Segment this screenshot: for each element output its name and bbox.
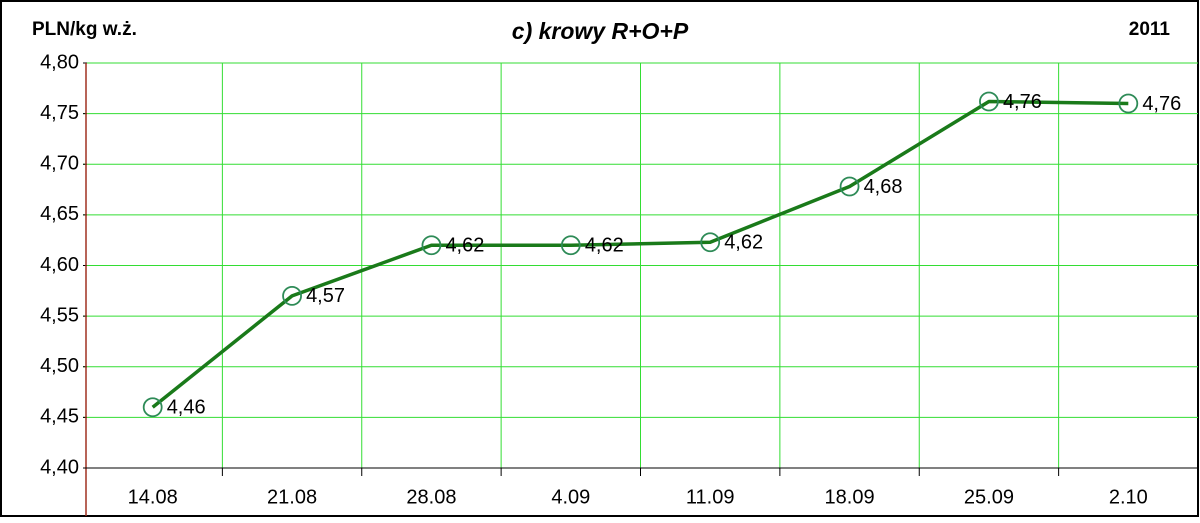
data-label: 4,62 [585,235,624,257]
y-tick-label: 4,70 [40,153,79,175]
data-label: 4,76 [1142,93,1181,115]
data-label: 4,62 [445,235,484,257]
y-tick-label: 4,50 [40,355,79,377]
data-label: 4,46 [167,397,206,419]
data-label: 4,68 [864,176,903,198]
data-label: 4,62 [724,231,763,253]
data-point [142,397,163,418]
data-point [560,235,581,256]
y-tick-label: 4,55 [40,304,79,326]
data-point [421,235,442,256]
data-point [1118,93,1139,114]
y-tick-label: 4,75 [40,102,79,124]
x-tick-label: 28.08 [406,486,456,508]
x-tick-label: 4.09 [551,486,590,508]
x-tick-label: 25.09 [964,486,1014,508]
data-label: 4,57 [306,285,345,307]
x-tick-label: 14.08 [128,486,178,508]
y-tick-label: 4,40 [40,456,79,478]
y-tick-label: 4,60 [40,254,79,276]
x-tick-label: 11.09 [686,486,735,508]
annotation: 2011 [1129,19,1171,40]
y-axis-label: PLN/kg w.ż. [32,19,137,40]
data-point [839,176,860,197]
x-tick-label: 2.10 [1109,486,1148,508]
chart-title: c) krowy R+O+P [512,18,689,44]
data-label: 4,76 [1003,91,1042,113]
y-tick-label: 4,45 [40,406,79,428]
data-point [700,232,721,253]
data-point [979,91,999,112]
data-line [151,99,1129,409]
data-point [282,285,302,306]
x-tick-label: 21.08 [267,486,317,508]
y-tick-label: 4,80 [40,51,79,73]
y-tick-label: 4,65 [40,203,79,225]
x-tick-label: 18.09 [825,486,875,508]
